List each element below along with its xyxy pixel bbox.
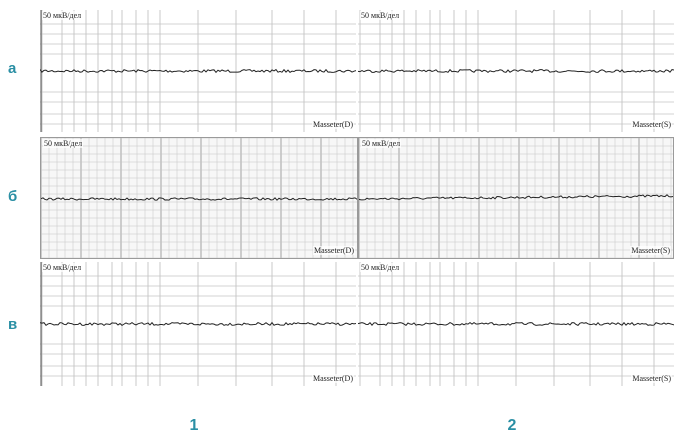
muscle-label: Masseter(D) [313, 246, 355, 255]
scale-label: 50 мкВ/дел [42, 263, 83, 272]
emg-trace [41, 197, 357, 201]
muscle-label: Masseter(D) [312, 374, 354, 383]
emg-graph [41, 138, 357, 258]
emg-trace [358, 321, 674, 327]
scale-label: 50 мкВ/дел [42, 11, 83, 20]
column-label-1: 1 [189, 417, 199, 434]
emg-trace [40, 68, 356, 74]
scale-label: 50 мкВ/дел [43, 139, 84, 148]
muscle-label: Masseter(D) [312, 120, 354, 129]
row-label-b: б [8, 188, 18, 205]
emg-panel-a-1: 50 мкВ/дел Masseter(D) [40, 10, 356, 132]
scale-label: 50 мкВ/дел [360, 263, 401, 272]
emg-trace [40, 321, 356, 327]
emg-graph [358, 262, 674, 386]
scale-label: 50 мкВ/дел [360, 11, 401, 20]
emg-panel-b-2: 50 мкВ/дел Masseter(S) [358, 137, 674, 259]
emg-graph [358, 10, 674, 132]
muscle-label: Masseter(S) [631, 120, 672, 129]
emg-graph [359, 138, 673, 258]
emg-panel-a-2: 50 мкВ/дел Masseter(S) [358, 10, 674, 132]
emg-trace [358, 68, 674, 74]
emg-panel-v-1: 50 мкВ/дел Masseter(D) [40, 262, 356, 386]
emg-trace [359, 194, 673, 201]
emg-graph [40, 10, 356, 132]
emg-graph [40, 262, 356, 386]
scale-label: 50 мкВ/дел [361, 139, 402, 148]
emg-panel-b-1: 50 мкВ/дел Masseter(D) [40, 137, 358, 259]
row-label-a: а [8, 60, 17, 77]
emg-panel-v-2: 50 мкВ/дел Masseter(S) [358, 262, 674, 386]
column-label-2: 2 [507, 417, 517, 434]
muscle-label: Masseter(S) [631, 374, 672, 383]
row-label-v: в [8, 316, 18, 333]
muscle-label: Masseter(S) [630, 246, 671, 255]
